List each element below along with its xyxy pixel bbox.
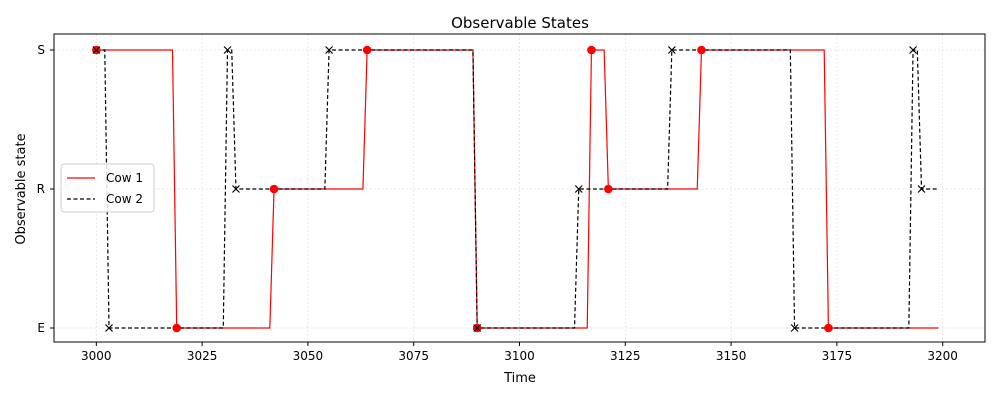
legend-box — [60, 163, 155, 213]
x-axis: 3000 3025 3050 3075 3100 3125 3150 3175 3200 — [81, 342, 958, 363]
legend-label-cow-1: Cow 1 — [106, 171, 143, 185]
data-point-cow-1 — [269, 184, 279, 194]
y-axis-label: Observable state — [14, 133, 29, 244]
data-point-cow-2 — [909, 46, 917, 54]
legend: Cow 1 Cow 2 — [60, 163, 155, 213]
x-tick-label: 3125 — [610, 349, 641, 363]
data-point-cow-2 — [574, 185, 583, 193]
x-tick-label: 3025 — [187, 349, 218, 363]
data-point-cow-2 — [473, 324, 482, 332]
axes-frame — [53, 33, 986, 343]
data-point-cow-2 — [232, 185, 240, 193]
data-point-cow-2 — [105, 324, 113, 332]
x-axis-label: Time — [503, 371, 536, 386]
x-tick-label: 3000 — [81, 349, 112, 363]
x-tick-label: 3200 — [927, 349, 958, 363]
grid — [54, 34, 985, 342]
legend-label-cow-2: Cow 2 — [106, 192, 143, 206]
y-tick-label: R — [37, 182, 45, 196]
data-point-cow-1 — [587, 45, 596, 55]
data-point-cow-2 — [223, 46, 232, 54]
x-tick-label: 3150 — [716, 349, 747, 363]
data-point-cow-1 — [697, 45, 706, 55]
data-point-cow-2 — [92, 46, 101, 54]
data-point-cow-2 — [325, 46, 333, 54]
data-point-cow-2 — [790, 324, 799, 332]
data-point-cow-1 — [362, 45, 372, 55]
x-tick-label: 3050 — [293, 349, 324, 363]
data-point-cow-2 — [667, 46, 676, 54]
x-tick-label: 3175 — [822, 349, 853, 363]
y-axis: S R E — [37, 43, 54, 335]
chart-title: Observable States — [451, 14, 589, 32]
x-tick-label: 3075 — [398, 349, 429, 363]
data-point-cow-1 — [604, 184, 613, 194]
data-point-cow-1 — [172, 323, 182, 333]
data-point-cow-1 — [824, 323, 833, 333]
data-point-cow-2 — [917, 185, 926, 193]
y-tick-label: S — [37, 43, 45, 57]
y-tick-label: E — [37, 321, 45, 335]
plot-markers — [92, 45, 926, 333]
plot-lines — [96, 49, 939, 329]
series-line-cow-2 — [96, 49, 939, 329]
x-tick-label: 3100 — [504, 349, 535, 363]
